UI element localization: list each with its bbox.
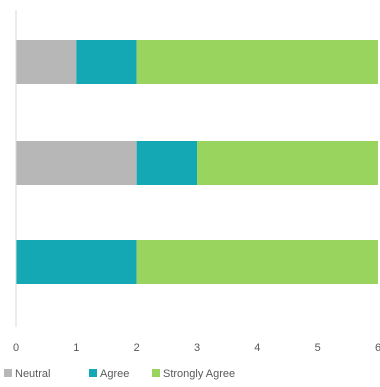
bar-segment-strongly-agree-row-2 [197, 141, 378, 185]
x-tick-label-1: 1 [73, 342, 79, 354]
x-tick-label-5: 5 [315, 342, 321, 354]
x-axis-ticks: 0 1 2 3 4 5 6 [13, 342, 380, 354]
legend: Neutral Agree Strongly Agree [4, 368, 235, 380]
x-tick-label-6: 6 [375, 342, 380, 354]
legend-swatch-agree [89, 369, 97, 377]
bar-segment-agree-row-2 [136, 141, 197, 185]
bar-segment-strongly-agree-row-1 [136, 40, 378, 84]
legend-swatch-strongly-agree [152, 369, 160, 377]
legend-swatch-neutral [4, 369, 12, 377]
bar-segment-agree-row-3 [16, 240, 137, 284]
bar-segment-neutral-row-2 [16, 141, 137, 185]
x-tick-label-3: 3 [194, 342, 200, 354]
legend-label-agree: Agree [100, 368, 129, 380]
bar-segment-agree-row-1 [76, 40, 137, 84]
bar-segment-neutral-row-1 [16, 40, 77, 84]
bar-segment-strongly-agree-row-3 [136, 240, 378, 284]
bars-layer [16, 40, 378, 284]
legend-label-neutral: Neutral [15, 368, 50, 380]
x-tick-label-2: 2 [134, 342, 140, 354]
legend-label-strongly-agree: Strongly Agree [163, 368, 235, 380]
x-tick-label-4: 4 [254, 342, 260, 354]
x-tick-label-0: 0 [13, 342, 19, 354]
